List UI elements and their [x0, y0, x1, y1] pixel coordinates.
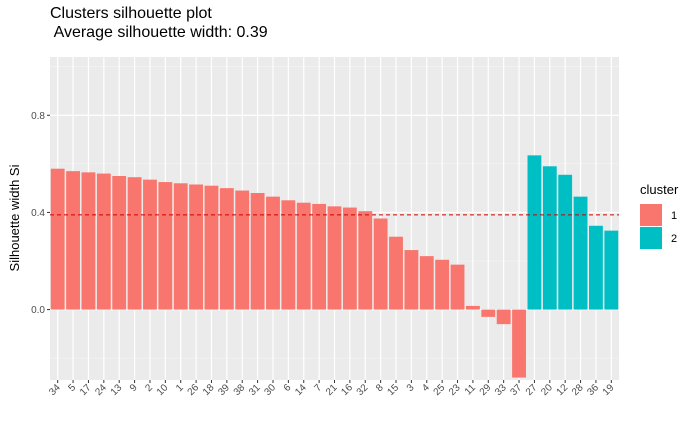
- bar-24: [96, 173, 111, 310]
- legend-title: cluster: [640, 182, 679, 197]
- bar-23: [450, 264, 465, 310]
- x-tick-label: 37: [509, 382, 525, 398]
- bar-16: [342, 207, 357, 310]
- bar-33: [496, 309, 511, 325]
- x-tick-label: 39: [216, 382, 232, 398]
- bar-10: [158, 182, 173, 310]
- bars-group: [50, 155, 619, 378]
- x-tick-label: 25: [432, 382, 448, 398]
- bar-3: [404, 250, 419, 310]
- x-tick-label: 27: [524, 382, 540, 398]
- x-tick-label: 19: [601, 382, 617, 398]
- x-tick-label: 38: [232, 382, 248, 398]
- bar-20: [542, 166, 557, 310]
- x-tick-label: 1: [174, 382, 186, 394]
- y-axis: 0.0 0.4 0.8: [31, 111, 50, 316]
- x-tick-label: 3: [405, 382, 417, 394]
- y-tick-label: 0.0: [31, 305, 45, 316]
- bar-15: [389, 236, 403, 310]
- x-tick-label: 15: [385, 382, 401, 398]
- bar-38: [235, 190, 250, 310]
- bar-8: [373, 218, 388, 310]
- bar-4: [419, 256, 434, 310]
- x-tick-label: 20: [539, 382, 555, 398]
- x-tick-label: 6: [282, 382, 294, 394]
- x-tick-label: 13: [109, 382, 125, 398]
- legend: cluster 1 2: [640, 182, 679, 249]
- legend-key-2: [640, 227, 662, 249]
- x-axis: 34 5 17 24 13 9 2 10 1 26 18 39 38 31 30 6 14 7 21 16 32 8 15 3…: [47, 380, 617, 398]
- x-tick-label: 33: [493, 382, 509, 398]
- bar-12: [558, 174, 573, 310]
- bar-28: [573, 196, 588, 310]
- bar-1: [173, 183, 188, 310]
- legend-label-2: 2: [671, 233, 677, 245]
- x-tick-label: 28: [570, 382, 586, 398]
- bar-39: [219, 188, 234, 310]
- x-tick-label: 26: [186, 382, 202, 398]
- bar-31: [250, 193, 265, 310]
- bar-6: [281, 200, 296, 310]
- grid-lines: [50, 57, 619, 380]
- y-axis-label: Silhouette width Si: [7, 164, 22, 271]
- x-tick-label: 7: [313, 382, 325, 394]
- bar-9: [127, 177, 142, 310]
- x-tick-label: 32: [355, 382, 371, 398]
- x-tick-label: 21: [324, 382, 340, 398]
- bar-29: [481, 309, 496, 317]
- x-tick-label: 10: [155, 382, 171, 398]
- x-tick-label: 8: [374, 382, 386, 394]
- bar-32: [358, 211, 373, 310]
- x-tick-label: 12: [555, 382, 571, 398]
- bar-5: [66, 171, 80, 310]
- bar-30: [266, 196, 280, 310]
- bar-26: [189, 184, 204, 310]
- x-tick-label: 9: [128, 382, 140, 394]
- legend-label-1: 1: [671, 210, 677, 222]
- bar-14: [296, 202, 311, 310]
- bar-17: [81, 172, 96, 310]
- chart-subtitle: Average silhouette width: 0.39: [50, 24, 268, 41]
- bar-36: [589, 225, 603, 310]
- x-tick-label: 34: [47, 382, 63, 398]
- x-tick-label: 5: [66, 382, 78, 394]
- bar-11: [465, 305, 480, 310]
- x-tick-label: 23: [447, 382, 463, 398]
- bar-13: [112, 176, 127, 310]
- bar-37: [512, 309, 526, 378]
- bar-7: [312, 203, 327, 310]
- x-tick-label: 24: [93, 382, 109, 398]
- x-tick-label: 14: [293, 382, 309, 398]
- bar-19: [604, 230, 619, 310]
- x-tick-label: 36: [585, 382, 601, 398]
- bar-34: [50, 168, 65, 310]
- legend-key-1: [640, 204, 662, 226]
- x-tick-label: 4: [420, 382, 432, 394]
- chart-title: Clusters silhouette plot: [50, 5, 212, 22]
- y-tick-label: 0.4: [31, 208, 45, 219]
- x-tick-label: 16: [339, 382, 355, 398]
- x-tick-label: 30: [262, 382, 278, 398]
- bar-27: [527, 155, 542, 310]
- bar-2: [143, 179, 157, 310]
- bar-25: [435, 259, 450, 310]
- x-tick-label: 29: [478, 382, 494, 398]
- x-tick-label: 2: [143, 382, 155, 394]
- x-tick-label: 31: [247, 382, 263, 398]
- x-tick-label: 17: [78, 382, 94, 398]
- bar-21: [327, 206, 342, 310]
- y-tick-label: 0.8: [31, 111, 45, 122]
- x-tick-label: 11: [463, 382, 478, 397]
- bar-18: [204, 185, 219, 310]
- x-tick-label: 18: [201, 382, 217, 398]
